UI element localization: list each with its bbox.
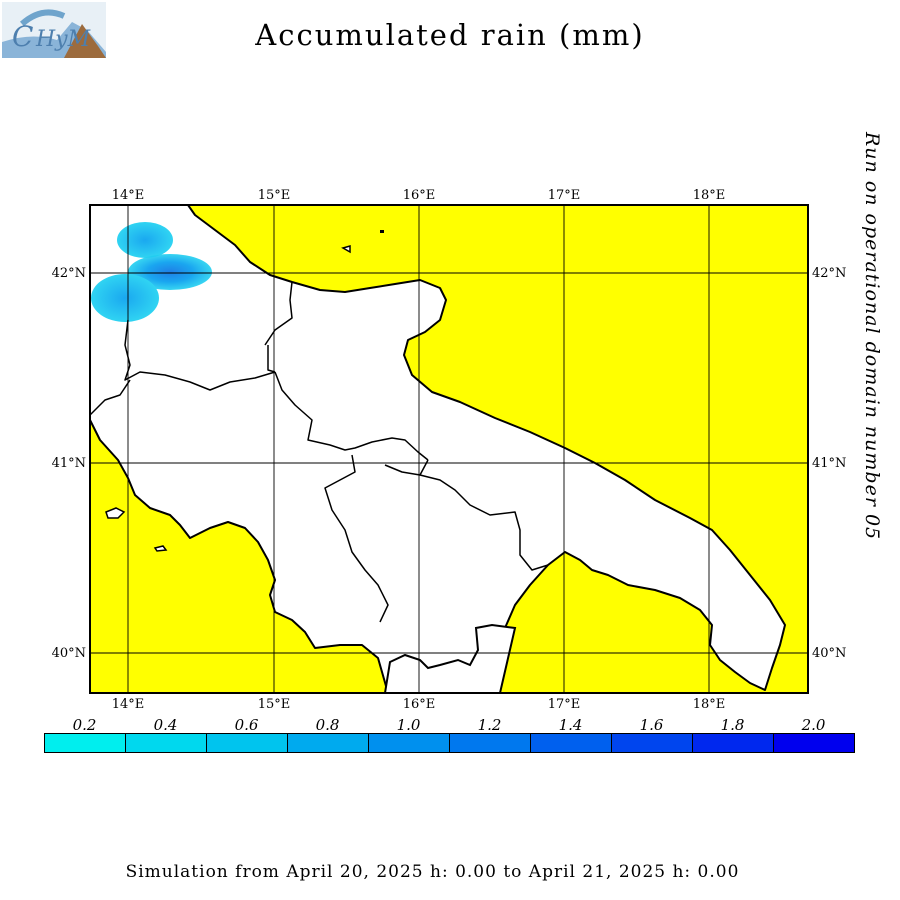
legend-swatch [450,734,531,752]
legend-swatch [207,734,288,752]
lon-label-top: 15°E [258,188,291,203]
legend-value: 1.8 [720,716,745,734]
simulation-period: Simulation from April 20, 2025 h: 0.00 t… [125,862,740,882]
lat-label-left: 41°N [52,456,86,471]
legend-value: 0.4 [153,716,178,734]
rain-patch [128,254,212,290]
legend-value: 0.8 [315,716,340,734]
run-label: Run on operational domain number 05 [861,131,883,540]
lon-label-bottom: 18°E [693,697,726,712]
rain-patch [117,222,173,258]
lon-label-bottom: 14°E [112,697,145,712]
legend-value: 1.0 [396,716,421,734]
legend-value: 0.6 [234,716,259,734]
lat-label-left: 42°N [52,266,86,281]
lat-label-right: 41°N [812,456,846,471]
rain-patch [91,274,159,322]
legend-swatch [693,734,774,752]
legend-colorbar [44,733,855,753]
legend-swatch [288,734,369,752]
lon-label-bottom: 15°E [258,697,291,712]
legend-value: 2.0 [801,716,826,734]
lon-label-top: 18°E [693,188,726,203]
lat-label-right: 42°N [812,266,846,281]
legend-value: 0.2 [72,716,97,734]
legend-swatch [126,734,207,752]
legend-swatch [45,734,126,752]
legend-swatch [531,734,612,752]
chym-logo: C HyM [2,2,106,58]
lat-label-right: 40°N [812,646,846,661]
legend-swatch [612,734,693,752]
svg-text:C: C [12,20,33,53]
legend-labels: 0.2 0.4 0.6 0.8 1.0 1.2 1.4 1.6 1.8 2.0 [44,716,855,734]
legend-value: 1.6 [639,716,664,734]
legend-swatch [774,734,854,752]
lon-label-top: 17°E [548,188,581,203]
land [90,205,786,693]
legend-value: 1.4 [558,716,583,734]
map-title: Accumulated rain (mm) [255,18,645,52]
svg-text:Run on operational domain numb: Run on operational domain number 05 [861,131,883,540]
svg-text:HyM: HyM [35,27,91,52]
lon-label-top: 14°E [112,188,145,203]
lon-label-top: 16°E [403,188,436,203]
legend-value: 1.2 [477,716,502,734]
lon-label-bottom: 16°E [403,697,436,712]
lon-label-bottom: 17°E [548,697,581,712]
lat-label-left: 40°N [52,646,86,661]
legend-swatch [369,734,450,752]
